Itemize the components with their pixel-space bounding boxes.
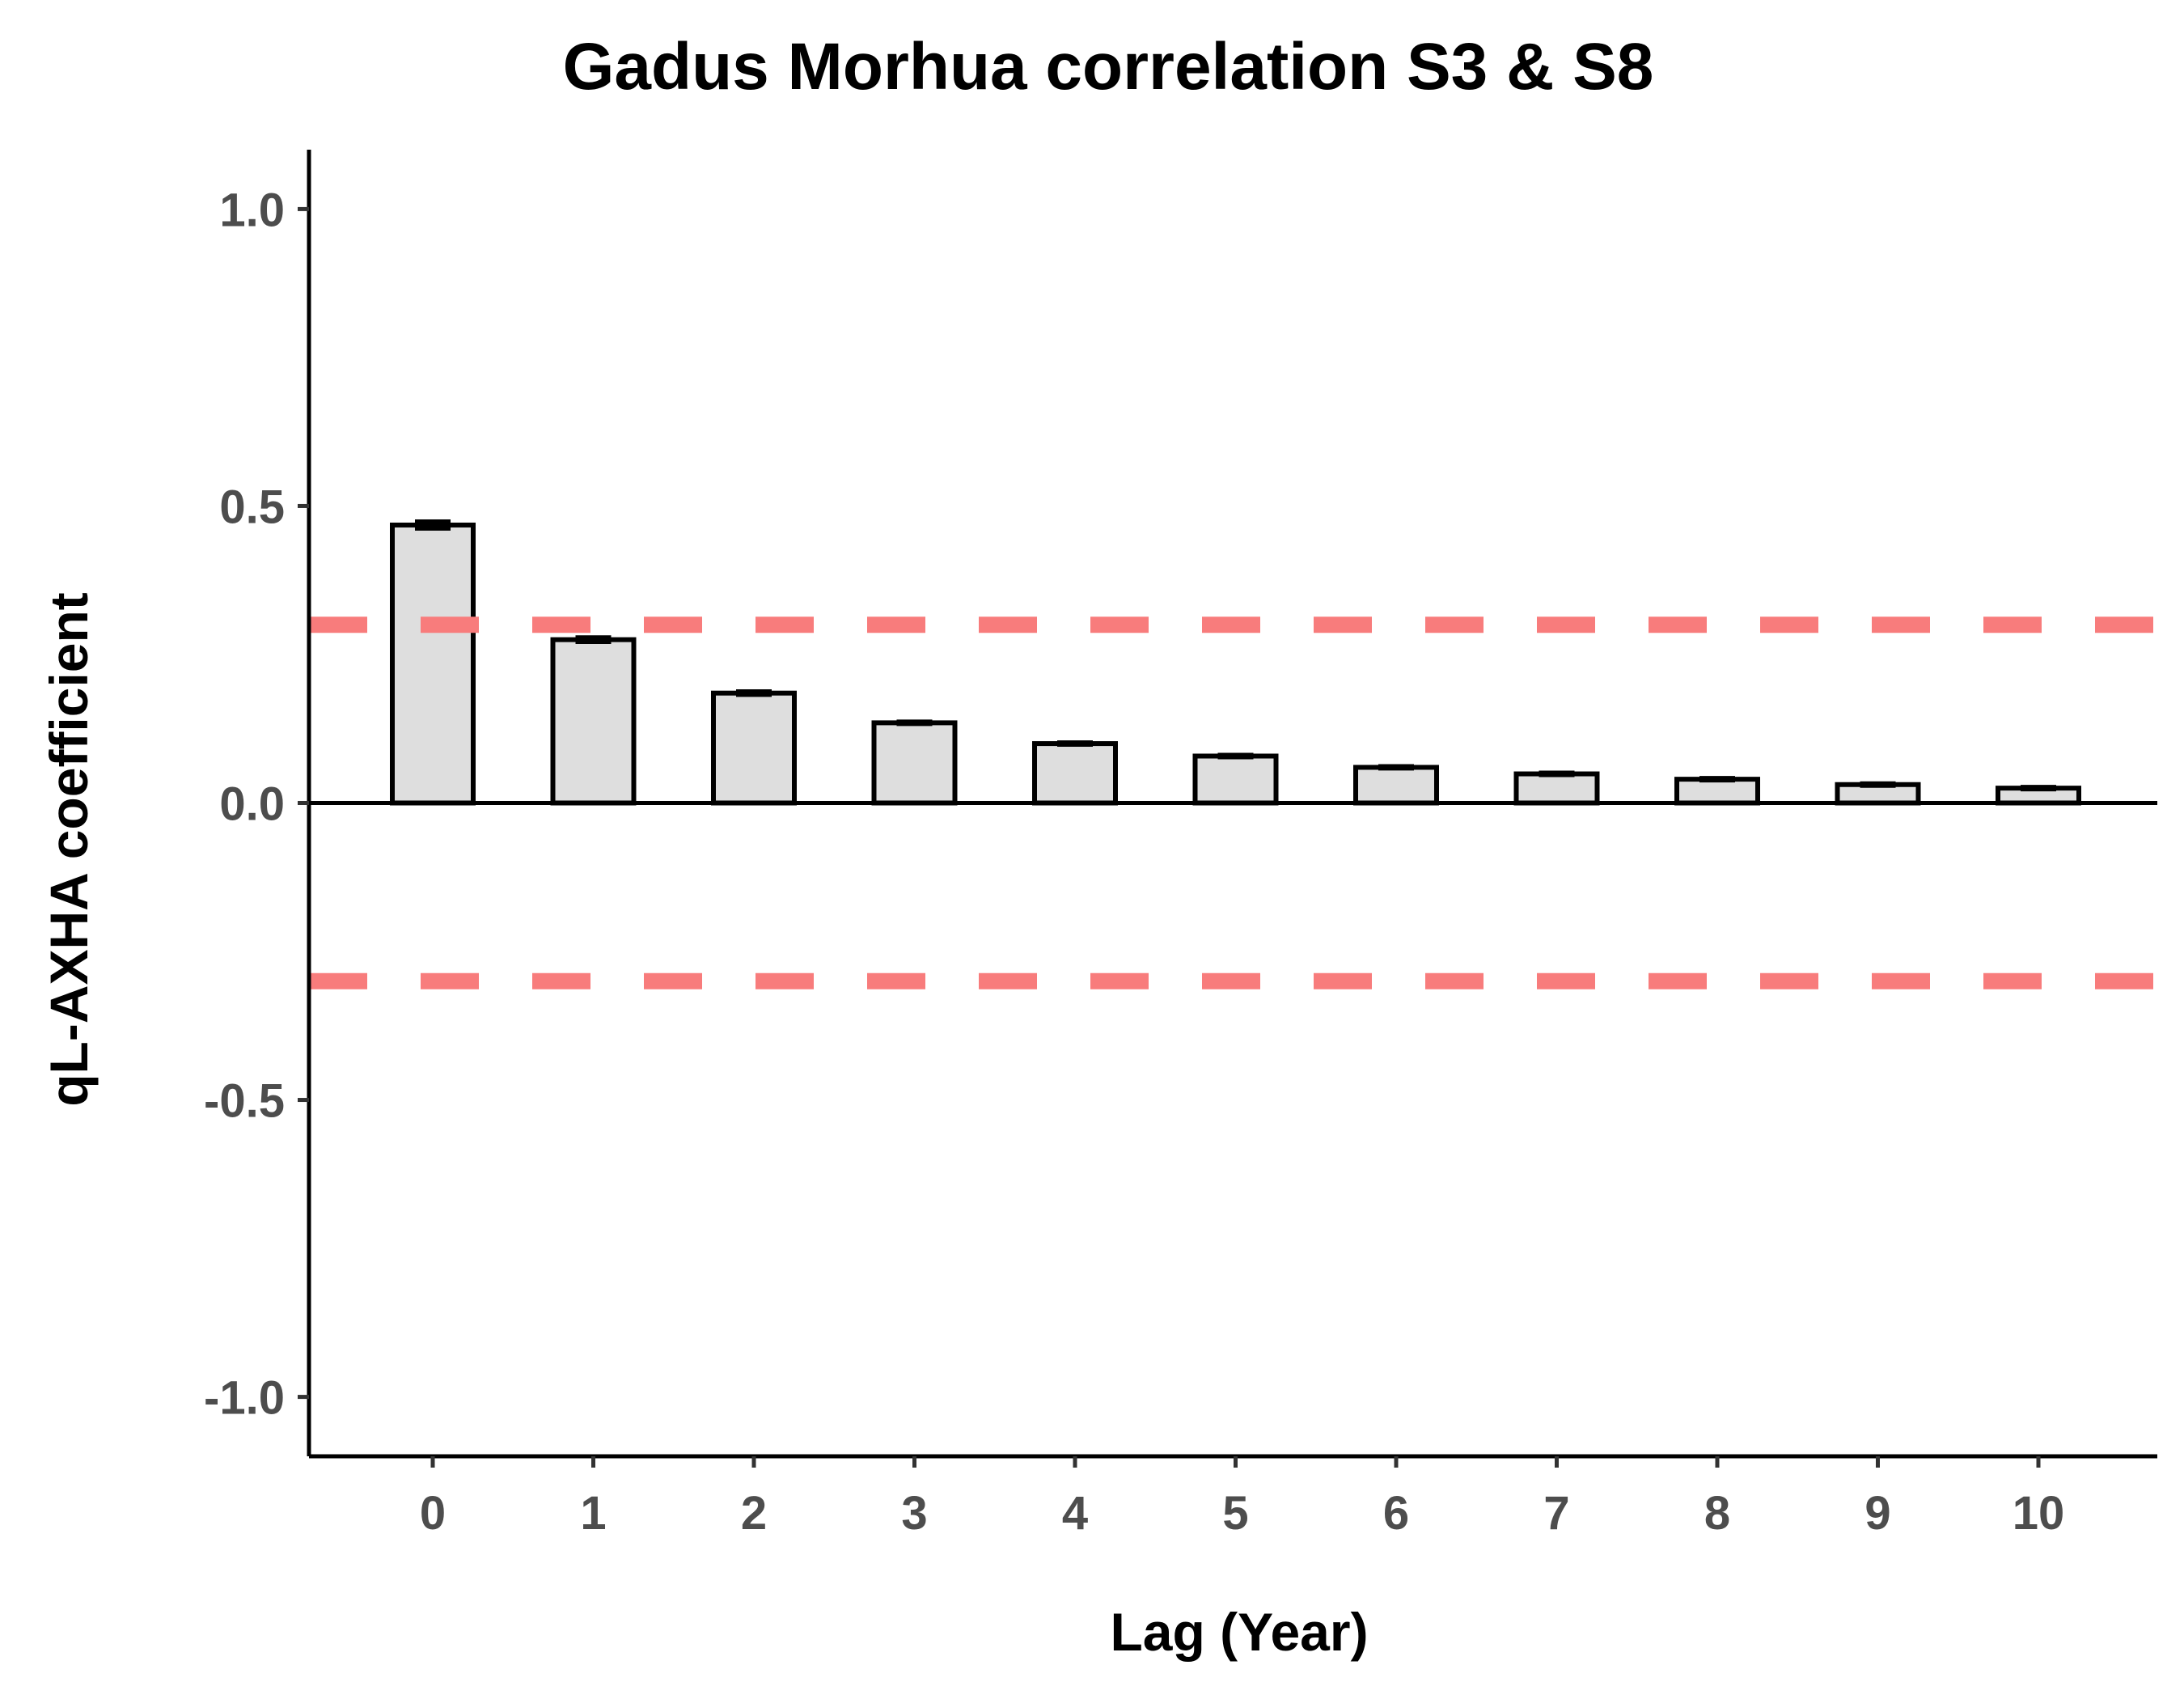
y-tick-label: -1.0 (204, 1372, 285, 1425)
y-tick-label: 0.5 (219, 481, 285, 533)
bar-lag-0 (390, 522, 476, 806)
x-tick-label: 6 (1383, 1487, 1409, 1540)
bar-lag-2 (711, 690, 797, 806)
y-tick-label: 1.0 (219, 184, 285, 236)
x-tick-label: 8 (1704, 1487, 1730, 1540)
bar-lag-4 (1032, 741, 1118, 806)
x-tick-label: 0 (420, 1487, 446, 1540)
x-tick-label: 3 (901, 1487, 927, 1540)
bar-lag-5 (1192, 753, 1279, 806)
y-axis-title: qL-AXHA coefficient (39, 592, 99, 1107)
bar-lag-8 (1674, 777, 1760, 806)
x-tick-label: 1 (580, 1487, 606, 1540)
chart-title: Gadus Morhua correlation S3 & S8 (563, 30, 1654, 104)
x-tick-label: 2 (741, 1487, 767, 1540)
x-tick-label: 5 (1222, 1487, 1248, 1540)
bar-lag-7 (1513, 771, 1600, 806)
bar-lag-1 (550, 637, 637, 806)
bar-lag-3 (871, 720, 958, 806)
y-tick-label: -0.5 (204, 1075, 285, 1128)
x-tick-label: 4 (1062, 1487, 1088, 1540)
x-tick-label: 10 (2013, 1487, 2065, 1540)
y-tick-label: 0.0 (219, 778, 285, 831)
x-tick-label: 9 (1864, 1487, 1890, 1540)
x-axis-title: Lag (Year) (1110, 1602, 1368, 1662)
x-tick-label: 7 (1543, 1487, 1569, 1540)
bar-lag-6 (1353, 765, 1439, 806)
plot-area: -1.0 -0.5 0.0 0.5 1.0 0 1 2 3 4 5 6 7 8 9 10 (204, 150, 2157, 1540)
